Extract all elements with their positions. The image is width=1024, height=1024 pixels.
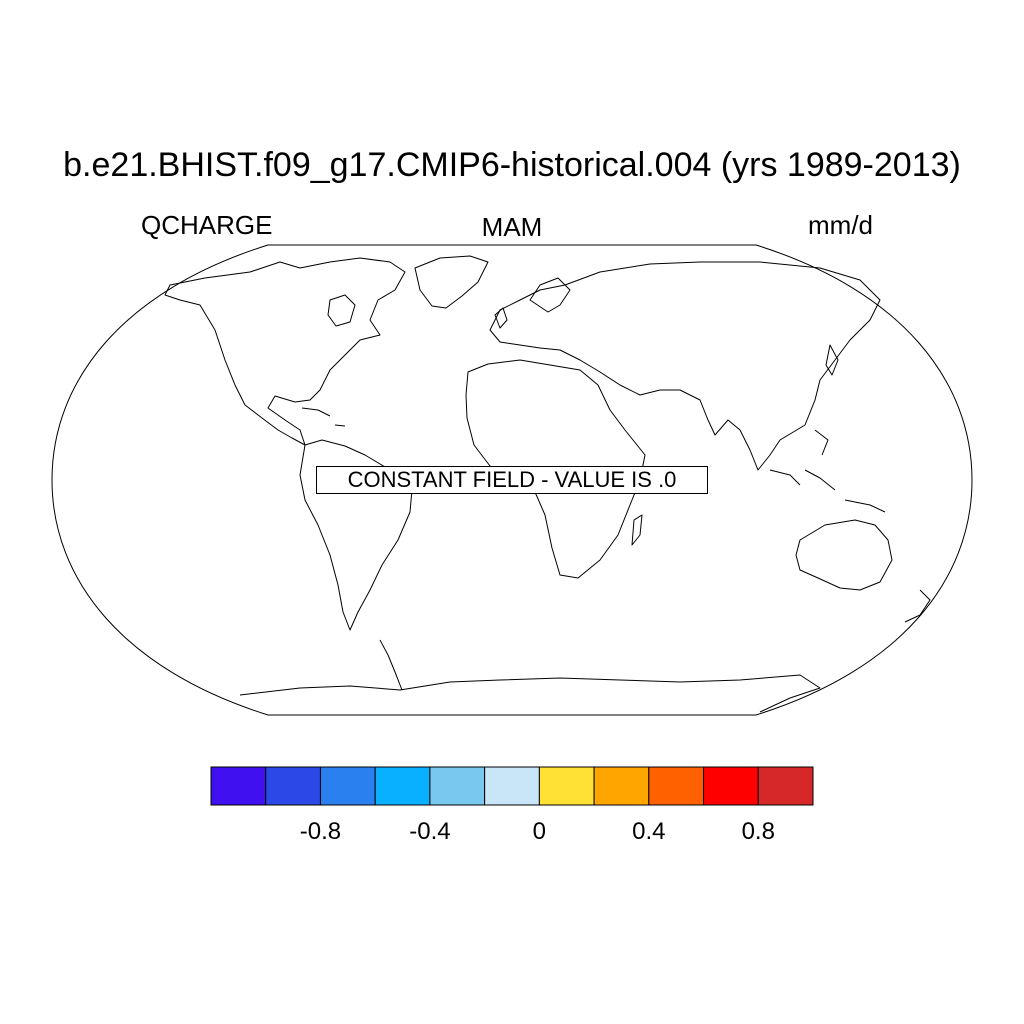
- constant-field-message: CONSTANT FIELD - VALUE IS .0: [316, 466, 708, 494]
- scandinavia-coast: [529, 277, 571, 313]
- colorbar-tick-label: -0.4: [409, 818, 451, 845]
- season-label: MAM: [481, 212, 543, 242]
- colorbar-tick-label: -0.8: [299, 818, 342, 845]
- colorbar-box: [538, 766, 595, 806]
- antarctic-peninsula: [379, 639, 403, 691]
- madagascar-coast: [631, 514, 643, 546]
- colorbar-box: [265, 766, 321, 806]
- japan-coast: [825, 344, 839, 376]
- colorbar-box: [374, 766, 431, 806]
- north-america-coast: [164, 257, 406, 446]
- colorbar-box: [648, 766, 705, 806]
- hudson-bay: [327, 294, 356, 327]
- australia-coast: [795, 519, 893, 591]
- africa-coast: [465, 359, 646, 579]
- colorbar-tick-label: 0: [532, 818, 547, 845]
- caribbean-islands: [301, 407, 346, 427]
- british-isles-coast: [494, 307, 508, 329]
- antarctica-coast: [239, 674, 821, 713]
- colorbar-tick-label: 0.4: [632, 818, 666, 845]
- colorbar-box: [210, 766, 267, 806]
- plot-title: b.e21.BHIST.f09_g17.CMIP6-historical.004…: [63, 146, 961, 184]
- variable-label: QCHARGE: [141, 210, 273, 240]
- new-zealand-coast: [904, 589, 931, 623]
- maritime-asia-islands: [769, 429, 886, 513]
- map-border: [51, 244, 973, 716]
- eurasia-coast: [489, 261, 881, 471]
- colorbar-box: [484, 766, 540, 806]
- greenland-coast: [414, 255, 489, 309]
- colorbar-box: [757, 766, 814, 806]
- units-label: mm/d: [808, 210, 873, 240]
- south-america-coast: [299, 439, 413, 631]
- colorbar-box: [593, 766, 650, 806]
- colorbar-box: [319, 766, 376, 806]
- colorbar-tick-label: 0.8: [741, 818, 775, 845]
- colorbar-box: [703, 766, 759, 806]
- colorbar-box: [429, 766, 486, 806]
